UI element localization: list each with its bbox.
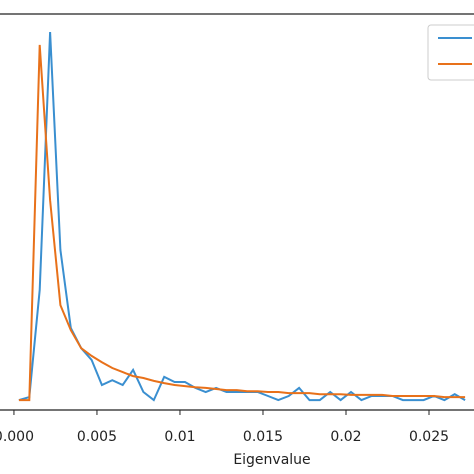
x-tick-label: 0.015: [243, 429, 283, 445]
x-tick-label: 0.005: [77, 429, 117, 445]
x-tick-label: 0.025: [409, 429, 449, 445]
x-axis-label: Eigenvalue: [233, 452, 310, 468]
x-tick-label: 0.02: [330, 429, 361, 445]
legend-box: [427, 24, 474, 81]
x-tick-label: 0.01: [164, 429, 195, 445]
data-line: [18, 31, 466, 402]
data-line: [18, 44, 466, 402]
x-tick-label: 0.000: [0, 429, 34, 445]
legend: [427, 24, 474, 81]
